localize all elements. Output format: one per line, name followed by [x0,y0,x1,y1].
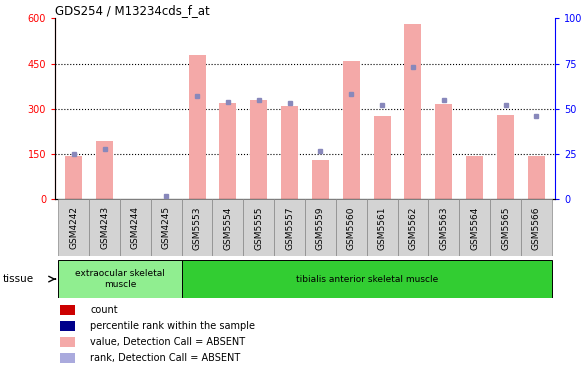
Text: GSM5566: GSM5566 [532,206,541,250]
Bar [466,156,483,199]
Bar [250,100,267,199]
Bar [274,199,305,256]
Bar [182,199,213,256]
Text: GSM5563: GSM5563 [439,206,449,250]
Bar [243,199,274,256]
Bar [459,199,490,256]
Text: GSM5565: GSM5565 [501,206,510,250]
Bar [60,353,75,363]
Bar [521,199,552,256]
Text: GSM4244: GSM4244 [131,206,140,249]
Text: GDS254 / M13234cds_f_at: GDS254 / M13234cds_f_at [55,4,210,17]
Text: GSM5560: GSM5560 [347,206,356,250]
Text: extraocular skeletal
muscle: extraocular skeletal muscle [75,269,165,289]
Text: GSM4245: GSM4245 [162,206,171,249]
Bar [65,156,82,199]
Bar [213,199,243,256]
Text: count: count [90,305,118,315]
Bar [312,160,329,199]
Text: GSM5555: GSM5555 [254,206,263,250]
Bar [151,199,182,256]
Text: value, Detection Call = ABSENT: value, Detection Call = ABSENT [90,337,245,347]
Text: GSM5561: GSM5561 [378,206,386,250]
Bar [404,24,421,199]
Bar [428,199,459,256]
Text: GSM5557: GSM5557 [285,206,294,250]
Bar [182,260,552,298]
Bar [60,305,75,315]
Bar [305,199,336,256]
Bar [120,199,151,256]
Text: percentile rank within the sample: percentile rank within the sample [90,321,255,331]
Text: GSM5554: GSM5554 [224,206,232,250]
Bar [281,106,298,199]
Text: rank, Detection Call = ABSENT: rank, Detection Call = ABSENT [90,353,241,363]
Bar [490,199,521,256]
Bar [528,156,545,199]
Bar [343,60,360,199]
Text: GSM4243: GSM4243 [100,206,109,249]
Bar [96,141,113,199]
Text: tissue: tissue [3,274,34,284]
Text: GSM4242: GSM4242 [69,206,78,249]
Bar [60,321,75,331]
Bar [220,103,236,199]
Text: GSM5564: GSM5564 [470,206,479,250]
Bar [497,115,514,199]
Bar [435,104,452,199]
Bar [58,260,182,298]
Text: GSM5562: GSM5562 [408,206,418,250]
Text: GSM5559: GSM5559 [316,206,325,250]
Bar [374,116,390,199]
Bar [89,199,120,256]
Bar [189,55,206,199]
Bar [58,199,89,256]
Bar [60,337,75,347]
Bar [397,199,428,256]
Bar [367,199,397,256]
Text: GSM5553: GSM5553 [192,206,202,250]
Bar [336,199,367,256]
Text: tibialis anterior skeletal muscle: tibialis anterior skeletal muscle [296,274,438,284]
